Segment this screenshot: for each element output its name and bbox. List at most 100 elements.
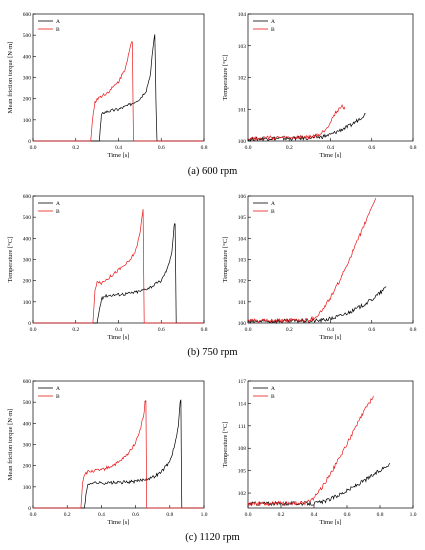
x-tick-label: 0.0 xyxy=(245,145,252,151)
x-tick-label: 0.4 xyxy=(98,512,105,518)
y-tick-label: 104 xyxy=(238,236,247,242)
y-tick-label: 100 xyxy=(238,321,247,327)
x-tick-label: 0.0 xyxy=(30,327,37,333)
y-tick-label: 600 xyxy=(23,379,32,385)
y-tick-label: 500 xyxy=(23,33,32,39)
plot-frame xyxy=(247,380,414,509)
y-tick-label: 106 xyxy=(238,194,247,200)
y-tick-label: 100 xyxy=(23,485,32,491)
y-axis-label: Temperature [°C] xyxy=(222,422,229,468)
legend-label-A: A xyxy=(271,201,275,207)
y-axis-label: Temperature [°C] xyxy=(222,237,229,283)
x-tick-label: 0.0 xyxy=(30,145,37,151)
chart-c-torque: 0.0 0.2 0.4 0.6 0.8 1.0 0 100 200 300 400 500 600 Tim… xyxy=(7,379,208,526)
chart-a-torque: 0.0 0.2 0.4 0.6 0.8 0 100 200 300 400 500 600 Time [… xyxy=(7,12,208,159)
legend-label-A: A xyxy=(56,201,60,207)
x-axis-label: Time [s] xyxy=(108,334,130,341)
x-tick-label: 0.4 xyxy=(327,145,334,151)
x-tick-label: 0.0 xyxy=(245,512,252,518)
series-line-B xyxy=(247,197,377,324)
y-tick-label: 105 xyxy=(238,215,247,221)
chart-c-temperature: 0.0 0.2 0.4 0.6 0.8 1.0 102 105 108 111 114 117 Time… xyxy=(222,379,417,526)
legend-label-B: B xyxy=(56,209,60,215)
series-line-A xyxy=(247,462,391,507)
y-tick-label: 500 xyxy=(23,215,32,221)
y-tick-label: 0 xyxy=(28,139,31,145)
y-tick-label: 101 xyxy=(238,300,247,306)
x-tick-label: 0.4 xyxy=(115,145,122,151)
legend-label-A: A xyxy=(56,386,60,392)
y-tick-label: 200 xyxy=(23,464,32,470)
legend-label-B: B xyxy=(56,394,60,400)
x-tick-label: 0.4 xyxy=(311,512,318,518)
y-tick-label: 102 xyxy=(238,76,247,82)
x-axis-label: Time [s] xyxy=(320,334,342,341)
series-line-B xyxy=(33,400,204,509)
y-tick-label: 111 xyxy=(238,424,246,430)
series-line-A xyxy=(247,286,387,325)
x-axis-label: Time [s] xyxy=(320,152,342,159)
y-tick-label: 400 xyxy=(23,421,32,427)
y-tick-label: 100 xyxy=(238,139,247,145)
series-line-A xyxy=(33,223,204,324)
y-axis-label: Temperature [°C] xyxy=(7,237,14,283)
y-tick-label: 104 xyxy=(238,12,247,18)
x-tick-label: 0.8 xyxy=(377,512,384,518)
series-line-A xyxy=(33,399,204,509)
series-line-A xyxy=(247,113,366,142)
x-tick-label: 0.8 xyxy=(201,327,208,333)
y-tick-label: 102 xyxy=(238,279,247,285)
x-tick-label: 0.6 xyxy=(368,327,375,333)
x-tick-label: 0.2 xyxy=(72,327,79,333)
series-line-B xyxy=(33,41,204,142)
y-axis-label: Mean friction torque [N·m] xyxy=(7,409,14,481)
caption-c: (c) 1120 rpm xyxy=(185,532,240,543)
y-tick-label: 114 xyxy=(238,401,246,407)
plot-frame xyxy=(32,195,205,324)
caption-b: (b) 750 rpm xyxy=(187,347,238,358)
y-tick-label: 300 xyxy=(23,258,32,264)
series-line-A xyxy=(33,34,204,142)
legend-label-A: A xyxy=(271,386,275,392)
y-tick-label: 400 xyxy=(23,236,32,242)
x-tick-label: 0.8 xyxy=(410,327,417,333)
y-tick-label: 600 xyxy=(23,194,32,200)
x-axis-label: Time [s] xyxy=(320,519,342,526)
series-line-B xyxy=(33,209,204,324)
x-tick-label: 0.6 xyxy=(158,145,165,151)
plot-frame xyxy=(32,380,205,509)
y-tick-label: 600 xyxy=(23,12,32,18)
x-tick-label: 1.0 xyxy=(410,512,417,518)
y-tick-label: 0 xyxy=(28,506,31,512)
plot-frame xyxy=(32,13,205,142)
x-tick-label: 1.0 xyxy=(201,512,208,518)
x-tick-label: 0.8 xyxy=(201,145,208,151)
series-line-B xyxy=(248,104,346,142)
legend-label-A: A xyxy=(56,19,60,25)
y-tick-label: 400 xyxy=(23,54,32,60)
x-tick-label: 0.0 xyxy=(30,512,37,518)
legend-label-B: B xyxy=(271,394,275,400)
y-tick-label: 101 xyxy=(238,107,247,113)
y-tick-label: 300 xyxy=(23,443,32,449)
y-axis-label: Temperature [°C] xyxy=(222,55,229,101)
y-tick-label: 103 xyxy=(238,258,247,264)
x-tick-label: 0.2 xyxy=(286,327,293,333)
y-tick-label: 500 xyxy=(23,400,32,406)
x-tick-label: 0.6 xyxy=(344,512,351,518)
x-tick-label: 0.6 xyxy=(158,327,165,333)
x-tick-label: 0.6 xyxy=(368,145,375,151)
x-tick-label: 0.8 xyxy=(166,512,173,518)
y-tick-label: 100 xyxy=(23,300,32,306)
x-tick-label: 0.2 xyxy=(278,512,285,518)
legend-label-B: B xyxy=(271,209,275,215)
x-tick-label: 0.2 xyxy=(286,145,293,151)
y-tick-label: 200 xyxy=(23,97,32,103)
legend-label-B: B xyxy=(271,27,275,33)
legend-label-A: A xyxy=(271,19,275,25)
x-tick-label: 0.0 xyxy=(245,327,252,333)
y-tick-label: 300 xyxy=(23,76,32,82)
y-tick-label: 200 xyxy=(23,279,32,285)
y-tick-label: 108 xyxy=(238,446,247,452)
